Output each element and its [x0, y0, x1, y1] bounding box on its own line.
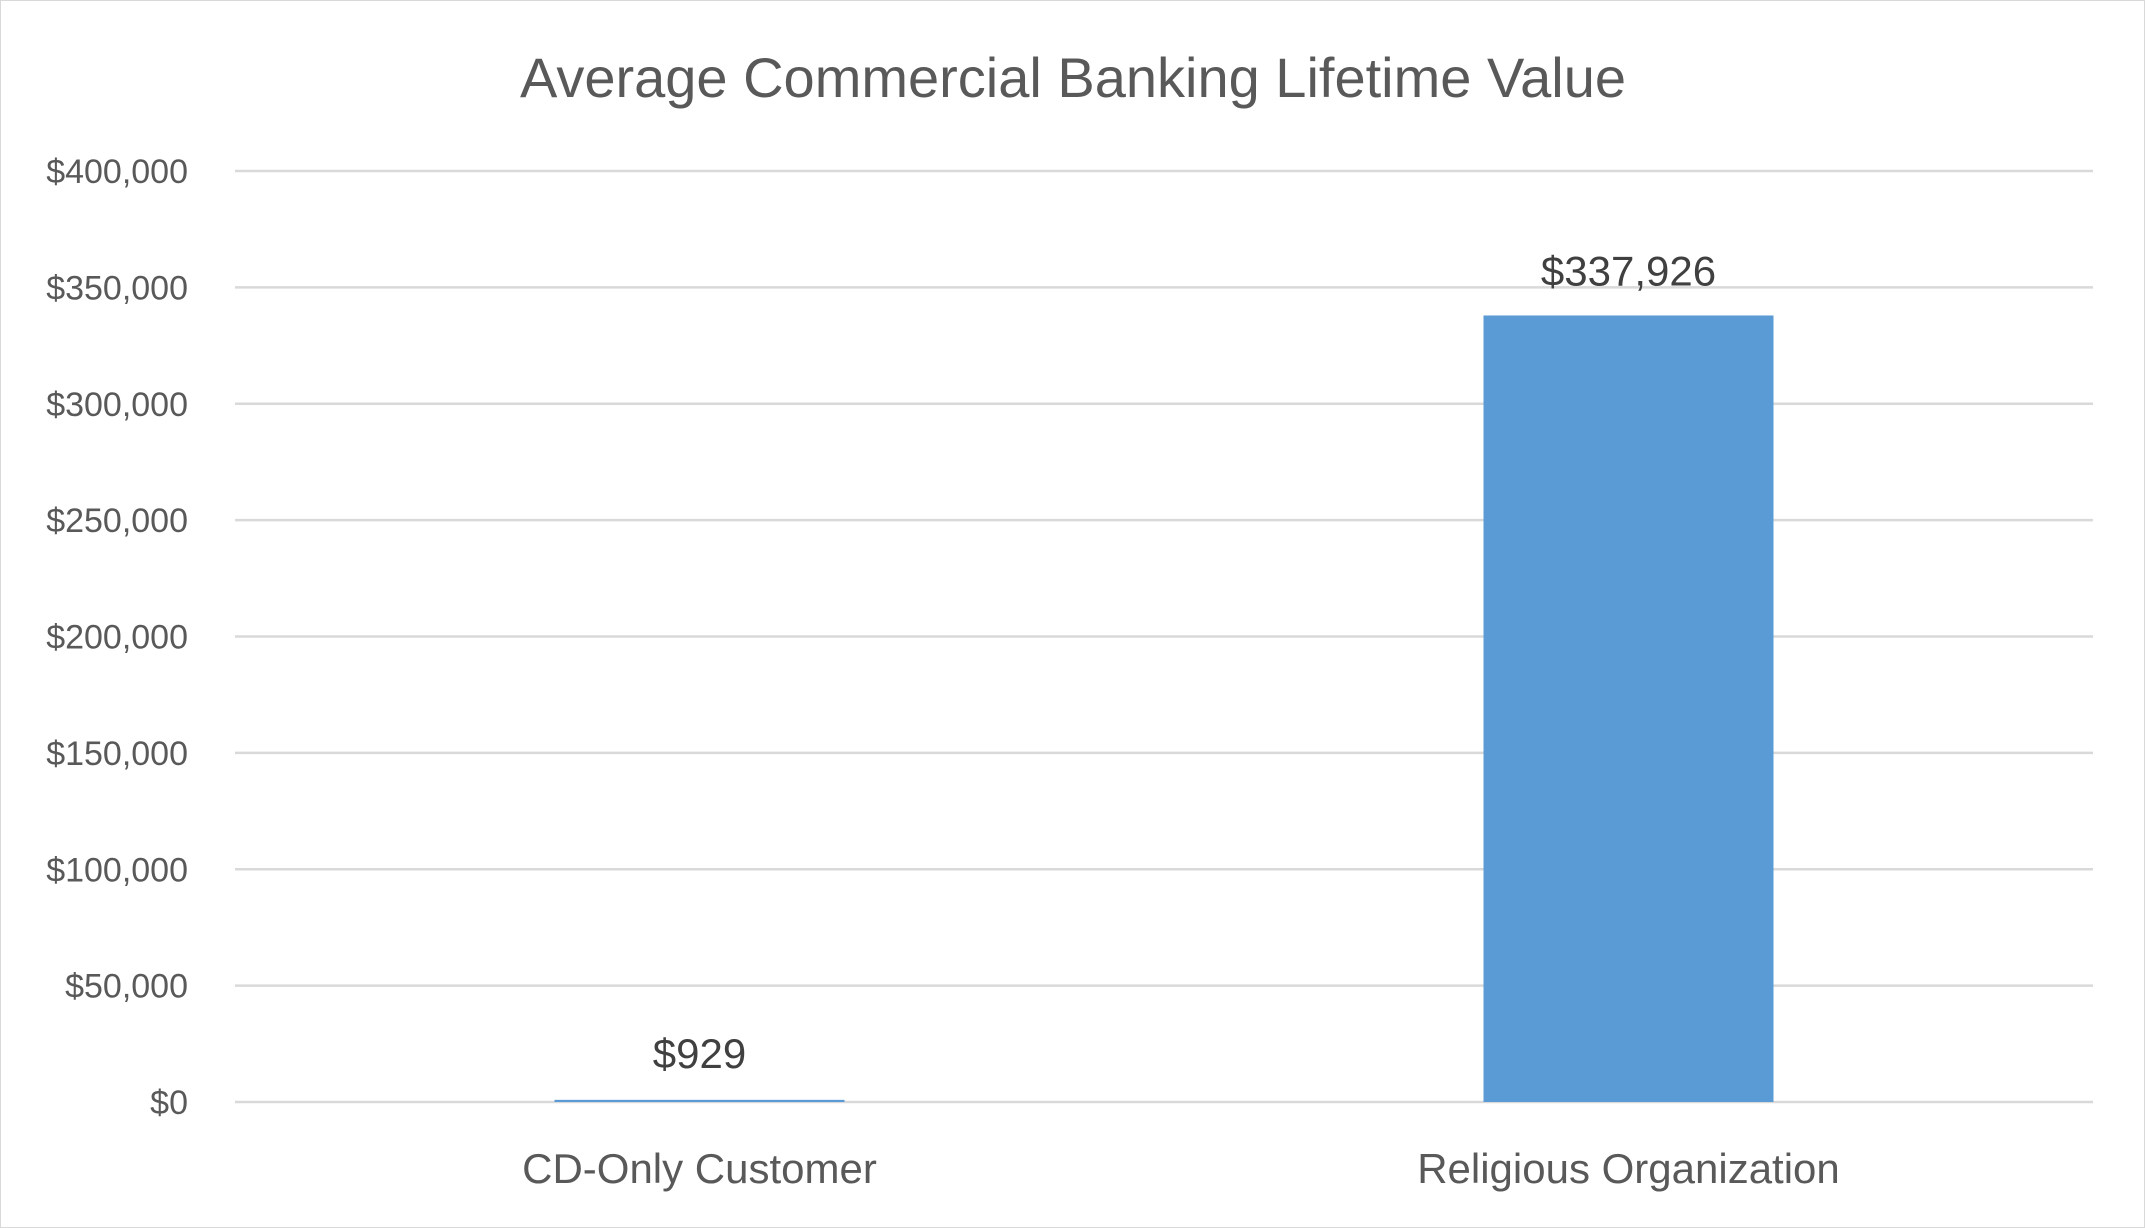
bar — [554, 1099, 845, 1102]
y-tick-label: $200,000 — [46, 619, 188, 657]
chart-title: Average Commercial Banking Lifetime Valu… — [520, 46, 1626, 109]
y-tick-label: $50,000 — [65, 968, 188, 1006]
y-tick-label: $400,000 — [46, 153, 188, 191]
x-axis-category-labels: CD-Only Customer Religious Organization — [522, 1145, 1840, 1192]
gridlines — [235, 169, 2093, 1104]
y-tick-label: $0 — [150, 1084, 188, 1122]
category-label: CD-Only Customer — [522, 1145, 877, 1192]
bars — [554, 315, 1774, 1102]
y-tick-label: $250,000 — [46, 502, 188, 540]
category-label: Religious Organization — [1417, 1145, 1840, 1192]
bar — [1483, 315, 1774, 1102]
y-axis-tick-labels: $0 $50,000 $100,000 $150,000 $200,000 $250,00… — [46, 153, 188, 1122]
data-label: $337,926 — [1541, 247, 1716, 294]
data-labels: $929 $337,926 — [653, 247, 1716, 1077]
y-tick-label: $150,000 — [46, 735, 188, 773]
y-tick-label: $350,000 — [46, 269, 188, 307]
data-label: $929 — [653, 1030, 746, 1077]
y-tick-label: $300,000 — [46, 386, 188, 424]
y-tick-label: $100,000 — [46, 851, 188, 889]
